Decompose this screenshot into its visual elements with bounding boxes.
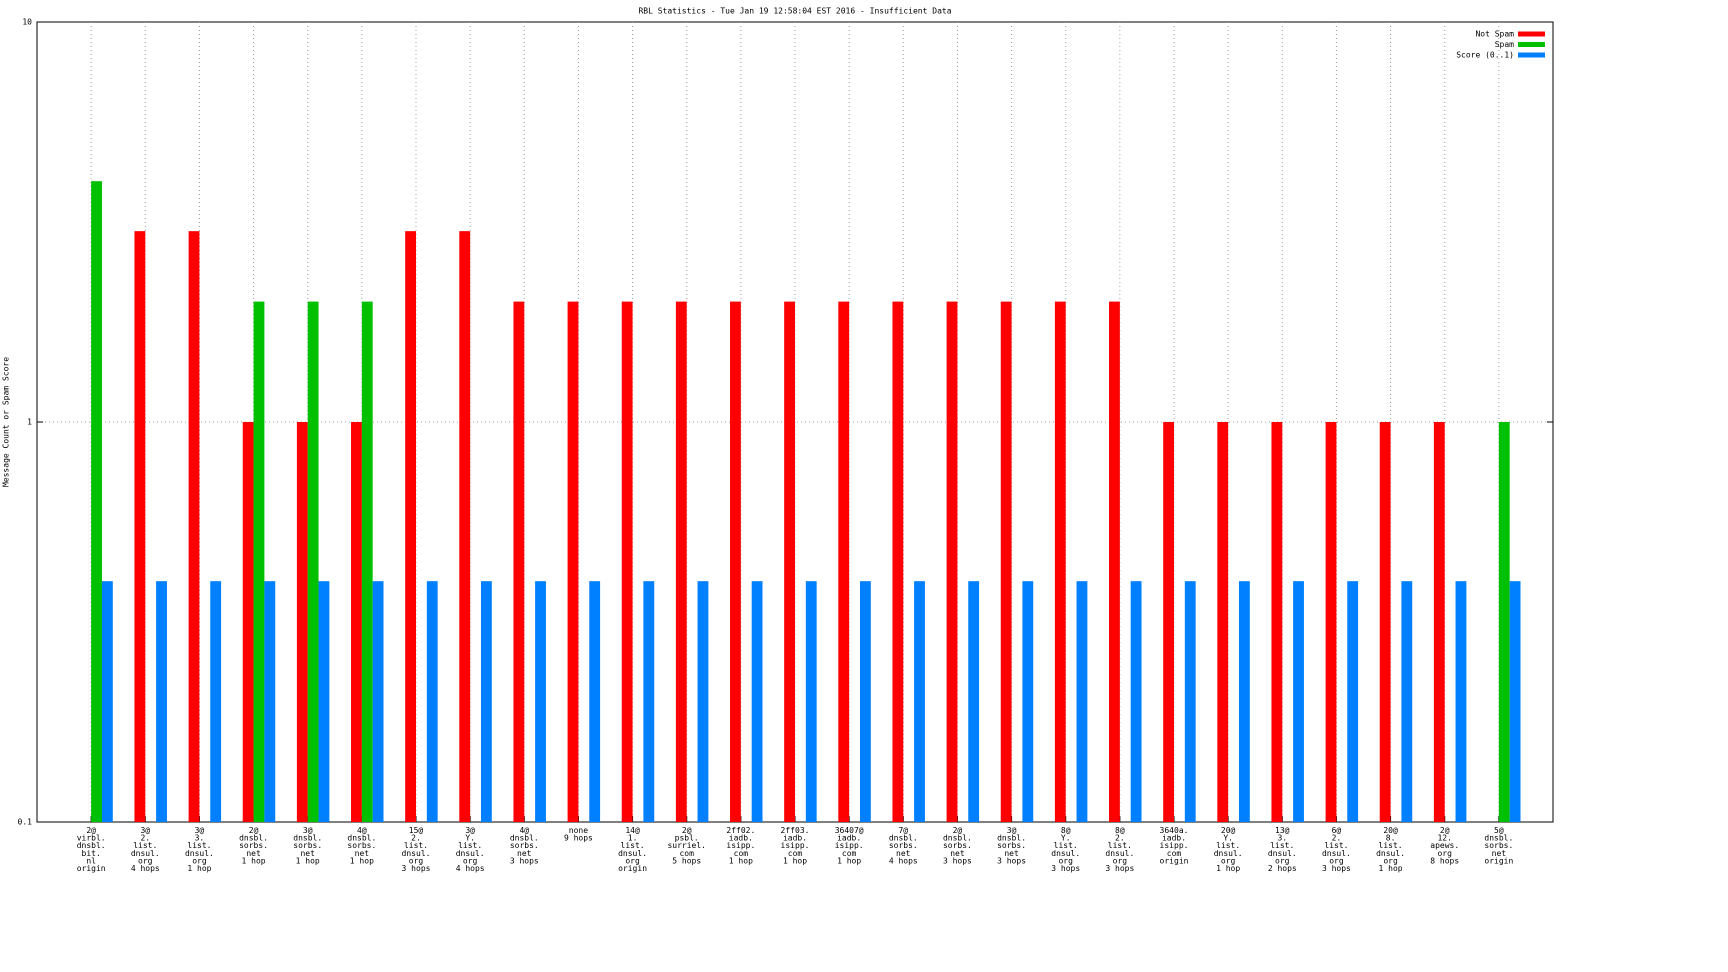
bar	[805, 581, 817, 822]
x-tick-label: 20@ 8. list. dnsul. org 1 hop	[1376, 826, 1405, 873]
x-tick-label: 2@ 12. apews. org 8 hops	[1430, 826, 1459, 865]
legend-label: Not Spam	[1475, 30, 1514, 39]
legend-swatch	[1518, 52, 1545, 58]
x-tick-label: 4@ dnsbl. sorbs. net 3 hops	[510, 826, 539, 865]
bar	[859, 581, 871, 822]
bar	[134, 231, 146, 823]
bar	[1184, 581, 1196, 822]
legend-swatch	[1518, 31, 1545, 37]
bar	[1325, 422, 1337, 822]
bar	[1076, 581, 1088, 822]
bar	[1509, 581, 1521, 822]
bar	[307, 301, 319, 822]
legend-swatch	[1518, 42, 1545, 47]
x-tick-label: 2@ dnsbl. sorbs. net 1 hop	[239, 826, 268, 865]
x-tick-label: 20@ Y. list. dnsul. org 1 hop	[1214, 826, 1243, 873]
x-tick-label: 3@ 3. list. dnsul. org 1 hop	[185, 826, 214, 873]
bar	[1293, 581, 1304, 822]
bar	[318, 581, 330, 822]
x-tick-label: 5@ dnsbl. sorbs. net origin	[1484, 826, 1513, 865]
x-tick-label: 2@ virbl. dnsbl. bit. nl origin	[77, 826, 106, 873]
bar	[838, 301, 850, 822]
bar	[1022, 581, 1034, 822]
x-tick-label: 15@ 2. list. dnsul. org 3 hops	[402, 826, 431, 873]
bar	[1455, 581, 1467, 822]
bar	[1238, 581, 1250, 822]
bar	[1433, 422, 1445, 822]
x-tick-label: 7@ dnsbl. sorbs. net 4 hops	[889, 826, 918, 865]
bar	[1163, 422, 1174, 822]
bar	[1401, 581, 1413, 822]
bar	[697, 581, 709, 822]
bar	[91, 181, 102, 822]
y-tick-label: 0.1	[18, 818, 33, 827]
bar	[751, 581, 763, 822]
bar	[210, 581, 222, 822]
x-tick-label: 2@ dnsbl. sorbs. net 3 hops	[943, 826, 972, 865]
bar	[1271, 422, 1283, 822]
bar	[589, 581, 601, 822]
bar	[1130, 581, 1142, 822]
bar	[351, 422, 362, 822]
x-tick-label: 2ff02. iadb. isipp. com 1 hop	[726, 826, 755, 865]
x-tick-label: 4@ dnsbl. sorbs. net 1 hop	[347, 826, 376, 865]
bar	[730, 301, 741, 822]
x-tick-label: none 9 hops	[564, 826, 593, 843]
bar	[405, 231, 416, 823]
bar	[675, 301, 687, 822]
bar	[914, 581, 925, 822]
x-tick-label: 8@ 2. list. dnsul. org 3 hops	[1105, 826, 1134, 873]
bar	[968, 581, 980, 822]
x-tick-label: 13@ 3. list. dnsul. org 2 hops	[1268, 826, 1297, 873]
chart-title: RBL Statistics - Tue Jan 19 12:58:04 EST…	[638, 7, 951, 16]
legend-label: Score (0..1)	[1456, 51, 1514, 60]
x-tick-label: 3@ 2. list. dnsul. org 4 hops	[131, 826, 160, 873]
x-tick-label: 3@ dnsbl. sorbs. net 1 hop	[293, 826, 322, 865]
bar	[480, 581, 492, 822]
x-tick-label: 14@ 1. list. dnsul. org origin	[618, 826, 647, 873]
bar	[784, 301, 795, 822]
bar	[1054, 301, 1066, 822]
x-tick-label: 3@ dnsbl. sorbs. net 3 hops	[997, 826, 1026, 865]
x-tick-label: 2@ psbl. surriel. com 5 hops	[667, 826, 706, 865]
bar	[643, 581, 655, 822]
bar	[535, 581, 546, 822]
y-tick-label: 10	[22, 18, 32, 27]
bar	[946, 301, 958, 822]
x-tick-label: 6@ 2. list. dnsul. org 3 hops	[1322, 826, 1351, 873]
x-tick-label: 3@ Y. list. dnsul. org 4 hops	[456, 826, 485, 873]
bar	[253, 301, 265, 822]
y-tick-label: 1	[27, 418, 32, 427]
bar	[1379, 422, 1391, 822]
bar	[188, 231, 200, 823]
x-tick-label: 2ff03. iadb. isipp. com 1 hop	[781, 826, 810, 865]
bar	[1109, 301, 1120, 822]
bar	[892, 301, 904, 822]
bar	[513, 301, 525, 822]
bar	[264, 581, 276, 822]
legend-label: Spam	[1495, 40, 1514, 49]
bar	[567, 301, 579, 822]
bar	[101, 581, 113, 822]
bar	[1000, 301, 1012, 822]
y-axis-label: Message Count or Spam Score	[2, 357, 11, 487]
bar	[156, 581, 167, 822]
bar	[1217, 422, 1229, 822]
bar	[426, 581, 438, 822]
x-tick-label: 36407@ iadb. isipp. com 1 hop	[835, 826, 864, 865]
bar	[242, 422, 254, 822]
bar	[621, 301, 633, 822]
bar	[372, 581, 384, 822]
x-tick-label: 3640a. iadb. isipp. com origin	[1160, 826, 1189, 865]
bar	[296, 422, 308, 822]
bar	[1498, 422, 1510, 822]
bar	[459, 231, 471, 823]
bar	[361, 301, 373, 822]
bar	[1347, 581, 1359, 822]
x-tick-label: 8@ Y. list. dnsul. org 3 hops	[1051, 826, 1080, 873]
